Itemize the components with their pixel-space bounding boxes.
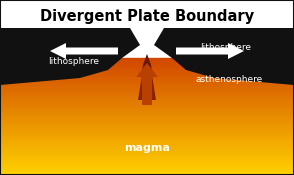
- Bar: [0, 89, 294, 90]
- Bar: [0, 147, 294, 149]
- Bar: [0, 71, 294, 73]
- Bar: [0, 160, 294, 162]
- Bar: [0, 99, 294, 100]
- Bar: [0, 97, 294, 99]
- Bar: [0, 114, 294, 115]
- Bar: [0, 172, 294, 174]
- Text: lithosphere: lithosphere: [200, 44, 251, 52]
- Bar: [0, 171, 294, 172]
- Bar: [0, 90, 294, 92]
- Bar: [0, 118, 294, 119]
- Polygon shape: [138, 55, 156, 100]
- FancyArrow shape: [176, 43, 244, 59]
- Bar: [0, 121, 294, 122]
- Bar: [0, 174, 294, 175]
- Bar: [0, 84, 294, 86]
- Bar: [0, 111, 294, 112]
- Bar: [0, 92, 294, 93]
- Bar: [0, 124, 294, 125]
- Bar: [0, 152, 294, 153]
- Bar: [0, 122, 294, 124]
- Bar: [0, 93, 294, 95]
- Bar: [0, 153, 294, 155]
- Bar: [0, 156, 294, 158]
- Bar: [0, 83, 294, 84]
- Bar: [0, 144, 294, 146]
- Bar: [0, 58, 294, 60]
- Bar: [0, 135, 294, 137]
- Bar: [0, 106, 294, 108]
- Bar: [0, 61, 294, 62]
- Bar: [0, 0, 294, 32]
- Bar: [0, 64, 294, 65]
- Bar: [0, 127, 294, 128]
- Bar: [0, 81, 294, 83]
- Bar: [0, 168, 294, 169]
- Bar: [0, 112, 294, 114]
- Bar: [0, 78, 294, 80]
- Bar: [0, 138, 294, 140]
- Text: asthenosphere: asthenosphere: [195, 75, 262, 85]
- Text: lithosphere: lithosphere: [48, 58, 99, 66]
- Bar: [0, 67, 294, 68]
- Bar: [0, 100, 294, 102]
- Bar: [0, 102, 294, 103]
- Polygon shape: [154, 28, 294, 85]
- Bar: [0, 105, 294, 106]
- Bar: [0, 158, 294, 159]
- Bar: [0, 65, 294, 67]
- Bar: [0, 150, 294, 152]
- Bar: [0, 87, 294, 89]
- Bar: [0, 141, 294, 143]
- Bar: [0, 119, 294, 121]
- Bar: [0, 117, 294, 118]
- Bar: [0, 77, 294, 78]
- Bar: [0, 149, 294, 150]
- Bar: [0, 86, 294, 87]
- Bar: [0, 109, 294, 111]
- Bar: [0, 169, 294, 171]
- Bar: [0, 159, 294, 160]
- Bar: [0, 130, 294, 131]
- Bar: [0, 162, 294, 163]
- Bar: [0, 96, 294, 97]
- Bar: [0, 143, 294, 144]
- Bar: [0, 155, 294, 156]
- Bar: [0, 165, 294, 166]
- Polygon shape: [142, 54, 152, 75]
- Bar: [0, 131, 294, 133]
- Bar: [0, 103, 294, 105]
- FancyArrow shape: [136, 63, 158, 105]
- Bar: [0, 70, 294, 71]
- Text: magma: magma: [124, 143, 170, 153]
- Bar: [0, 73, 294, 74]
- Bar: [0, 76, 294, 77]
- Bar: [0, 137, 294, 138]
- Bar: [0, 80, 294, 81]
- Bar: [0, 128, 294, 130]
- Bar: [0, 166, 294, 168]
- Text: Divergent Plate Boundary: Divergent Plate Boundary: [40, 9, 254, 23]
- FancyArrow shape: [50, 43, 118, 59]
- Bar: [0, 94, 294, 96]
- Bar: [0, 115, 294, 117]
- Bar: [0, 133, 294, 134]
- Bar: [0, 68, 294, 70]
- Bar: [0, 60, 294, 61]
- Bar: [0, 108, 294, 109]
- Bar: [0, 140, 294, 141]
- Bar: [0, 74, 294, 76]
- Polygon shape: [0, 28, 140, 85]
- Bar: [0, 62, 294, 64]
- Bar: [0, 134, 294, 135]
- Bar: [0, 146, 294, 147]
- Bar: [0, 125, 294, 127]
- Bar: [0, 163, 294, 165]
